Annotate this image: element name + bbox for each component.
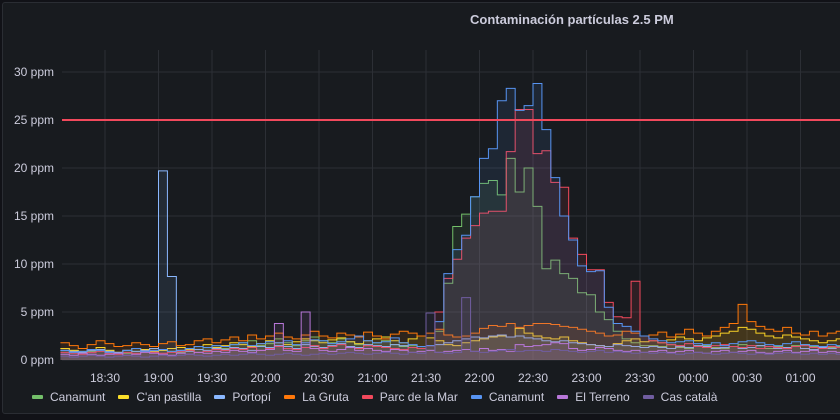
legend-label: C'an pastilla [136, 390, 202, 404]
legend-swatch [557, 395, 569, 399]
series-area-0 [60, 158, 840, 360]
x-tick-label: 22:30 [518, 371, 548, 385]
y-tick-label: 25 ppm [14, 113, 54, 127]
x-tick-label: 19:30 [197, 371, 227, 385]
legend-label: Canamunt [50, 390, 106, 404]
legend-item[interactable]: Canamunt [470, 390, 545, 404]
y-tick-label: 30 ppm [14, 65, 54, 79]
y-tick-label: 5 ppm [21, 305, 54, 319]
x-tick-label: 18:30 [90, 371, 120, 385]
y-tick-label: 0 ppm [21, 353, 54, 367]
legend-swatch [118, 395, 130, 399]
series-area-6 [60, 312, 840, 360]
legend-label: La Gruta [302, 390, 349, 404]
series-line-7 [60, 297, 840, 358]
chart-title[interactable]: Contaminación partículas 2.5 PM [470, 12, 674, 27]
x-tick-label: 21:00 [357, 371, 387, 385]
legend-label: Parc de la Mar [379, 390, 458, 404]
legend-label: Cas català [660, 390, 718, 404]
series-line-3 [60, 303, 840, 349]
x-tick-label: 20:30 [304, 371, 334, 385]
series-line-5 [60, 83, 840, 354]
legend-label: Canamunt [488, 390, 545, 404]
y-tick-label: 20 ppm [14, 161, 54, 175]
legend-swatch [470, 395, 482, 399]
x-tick-label: 00:00 [678, 371, 708, 385]
legend-item[interactable]: Canamunt [32, 390, 105, 404]
x-tick-label: 00:30 [732, 371, 762, 385]
legend-swatch [284, 395, 296, 399]
legend-item[interactable]: El Terreno [557, 390, 630, 404]
series-area-5 [60, 83, 840, 360]
legend-swatch [214, 395, 226, 399]
x-tick-label: 22:00 [464, 371, 494, 385]
legend-label: El Terreno [575, 390, 630, 404]
series-area-4 [60, 109, 840, 360]
x-tick-label: 23:00 [571, 371, 601, 385]
legend-swatch [642, 395, 654, 399]
legend-item[interactable]: Portopí [214, 390, 271, 404]
legend: Canamunt C'an pastilla Portopí La Gruta Parc… [32, 390, 730, 404]
x-tick-label: 01:00 [785, 371, 815, 385]
legend-item[interactable]: Cas català [642, 390, 718, 404]
legend-swatch [361, 395, 373, 399]
x-tick-label: 20:00 [250, 371, 280, 385]
legend-item[interactable]: La Gruta [284, 390, 349, 404]
x-tick-label: 21:30 [411, 371, 441, 385]
x-tick-label: 19:00 [143, 371, 173, 385]
x-tick-label: 23:30 [625, 371, 655, 385]
y-tick-label: 10 ppm [14, 257, 54, 271]
legend-swatch [32, 395, 43, 399]
legend-label: Portopí [232, 390, 272, 404]
legend-item[interactable]: Parc de la Mar [361, 390, 458, 404]
legend-item[interactable]: C'an pastilla [118, 390, 201, 404]
y-tick-label: 15 ppm [14, 209, 54, 223]
